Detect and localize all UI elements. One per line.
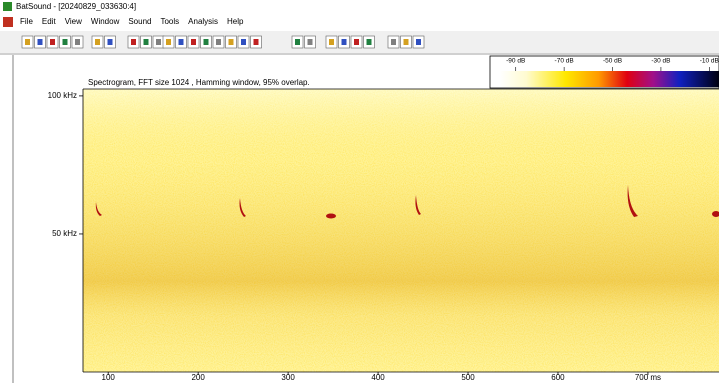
menu-item[interactable]: File [20, 17, 33, 26]
button-icon [228, 39, 234, 45]
window-title: BatSound - [20240829_033630:4] [16, 2, 136, 11]
button-icon [178, 39, 184, 45]
button-icon [131, 39, 136, 45]
button-icon [203, 39, 209, 45]
bat-calls [95, 185, 719, 219]
menu-item[interactable]: Tools [160, 17, 179, 26]
call [627, 185, 638, 217]
colorbar [500, 71, 719, 87]
app-icon [3, 2, 12, 11]
button-icon [191, 39, 196, 45]
call [326, 213, 336, 219]
spectrogram-band [83, 89, 719, 372]
call [415, 195, 421, 215]
x-tick-label: 400 [371, 373, 385, 382]
x-tick-label: 700 ms [635, 373, 661, 382]
y-tick-label: 100 kHz [48, 91, 77, 100]
colorbar-tick-label: -70 dB [555, 58, 574, 65]
colorbar-tick-label: -30 dB [651, 58, 670, 65]
y-tick-label: 50 kHz [52, 229, 77, 238]
spectrogram-caption: Spectrogram, FFT size 1024 , Hamming win… [88, 78, 310, 87]
title-bar [0, 0, 719, 13]
button-icon [143, 39, 149, 45]
button-icon [354, 39, 359, 45]
button-icon [216, 39, 221, 45]
button-icon [156, 39, 161, 45]
colorbar-tick-label: -10 dB [700, 58, 719, 65]
button-icon [253, 39, 259, 45]
x-tick-label: 600 [551, 373, 565, 382]
x-tick-label: 200 [191, 373, 205, 382]
button-icon [403, 39, 409, 45]
button-icon [391, 39, 396, 45]
button-icon [241, 39, 246, 45]
colorbar-tick-label: -50 dB [603, 58, 622, 65]
call [95, 202, 102, 216]
call [239, 198, 246, 217]
x-tick-label: 100 [102, 373, 116, 382]
call [712, 211, 719, 217]
x-tick-label: 500 [461, 373, 475, 382]
menu-item[interactable]: Edit [42, 17, 57, 26]
button-icon [37, 39, 43, 45]
button-icon [329, 39, 334, 45]
menu: File Edit View Window Sound Tools Analysis Help [20, 17, 244, 26]
button-icon [50, 39, 55, 45]
button-icon [95, 39, 100, 45]
menu-item[interactable]: View [65, 17, 82, 26]
button-icon [366, 39, 372, 45]
colorbar-tick-label: -90 dB [506, 58, 525, 65]
menu-bar [0, 14, 719, 30]
button-icon [416, 39, 421, 45]
button-icon [307, 39, 313, 45]
menu-item[interactable]: Analysis [188, 17, 218, 26]
toolbar-buttons [21, 35, 425, 49]
button-icon [107, 39, 113, 45]
button-icon [341, 39, 347, 45]
menu-item[interactable]: Window [91, 17, 120, 26]
button-icon [25, 39, 30, 45]
menu-item[interactable]: Help [227, 17, 244, 26]
x-tick-label: 300 [281, 373, 295, 382]
button-icon [75, 39, 80, 45]
menu-item[interactable]: Sound [128, 17, 151, 26]
button-icon [295, 39, 300, 45]
doc-icon [3, 17, 13, 27]
button-icon [166, 39, 171, 45]
button-icon [62, 39, 68, 45]
